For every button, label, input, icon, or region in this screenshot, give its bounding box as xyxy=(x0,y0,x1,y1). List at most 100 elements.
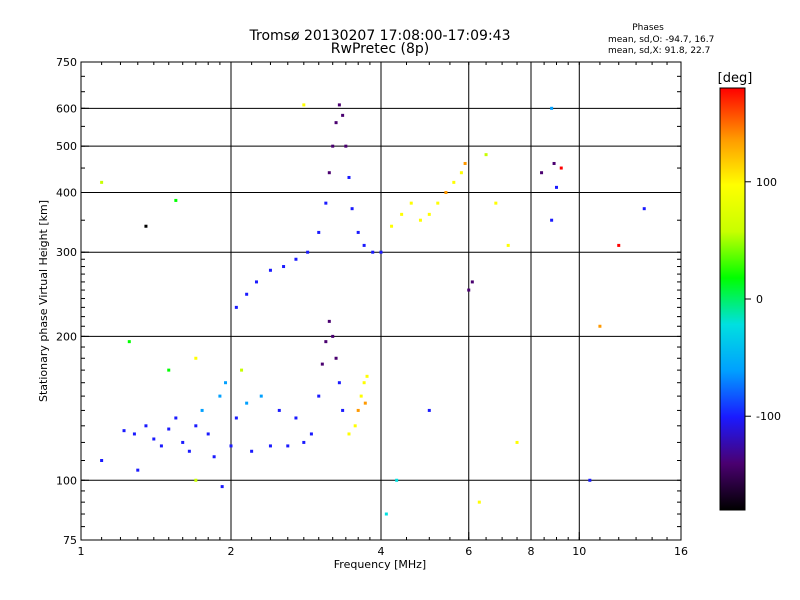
echo-point xyxy=(400,212,404,216)
stats-line-o: mean, sd,O: -94.7, 16.7 xyxy=(608,35,714,45)
echo-point xyxy=(194,424,198,428)
echo-point xyxy=(390,224,394,228)
echo-point xyxy=(409,201,413,205)
echo-point xyxy=(359,394,363,398)
echo-point xyxy=(540,171,544,175)
echo-point xyxy=(268,268,272,272)
x-tick-label: 8 xyxy=(528,545,535,558)
echo-point xyxy=(167,368,171,372)
echo-point xyxy=(234,305,238,309)
echo-point xyxy=(356,408,360,412)
echo-point xyxy=(436,201,440,205)
x-axis-label: Frequency [MHz] xyxy=(334,558,426,571)
echo-point xyxy=(470,280,474,284)
echo-point xyxy=(463,161,467,165)
echo-point xyxy=(341,408,345,412)
echo-point xyxy=(331,334,335,338)
echo-point xyxy=(588,478,592,482)
chart-subtitle: RwPretec (8p) xyxy=(331,41,429,57)
echo-point xyxy=(484,153,488,157)
echo-point xyxy=(194,478,198,482)
echo-point xyxy=(254,280,258,284)
echo-point xyxy=(379,250,383,254)
echo-point xyxy=(286,444,290,448)
echo-point xyxy=(515,440,519,444)
echo-point xyxy=(452,180,456,184)
echo-point xyxy=(174,416,178,420)
echo-point xyxy=(427,212,431,216)
echo-point xyxy=(127,340,131,344)
echo-point xyxy=(259,394,263,398)
echo-point xyxy=(324,201,328,205)
echo-point xyxy=(220,485,224,489)
echo-point xyxy=(494,201,498,205)
echo-point xyxy=(356,230,360,234)
echo-point xyxy=(250,449,254,453)
echo-point xyxy=(559,166,563,170)
y-tick-label: 500 xyxy=(56,140,77,153)
data-points xyxy=(100,103,646,516)
echo-point xyxy=(282,265,286,269)
echo-point xyxy=(277,408,281,412)
y-axis-label: Stationary phase Virtual Height [km] xyxy=(37,200,50,402)
echo-point xyxy=(642,207,646,211)
echo-point xyxy=(302,440,306,444)
x-tick-label: 1 xyxy=(78,545,85,558)
stats-heading: Phases xyxy=(632,23,664,33)
echo-point xyxy=(347,175,351,179)
y-tick-label: 100 xyxy=(56,474,77,487)
y-tick-label: 750 xyxy=(56,56,77,69)
echo-point xyxy=(317,394,321,398)
echo-point xyxy=(506,243,510,247)
echo-point xyxy=(334,121,338,125)
echo-point xyxy=(327,171,331,175)
colorbar-label: [deg] xyxy=(718,71,753,86)
echo-point xyxy=(598,324,602,328)
echo-point xyxy=(144,224,148,228)
x-tick-label: 16 xyxy=(674,545,688,558)
echo-point xyxy=(245,292,249,296)
echo-point xyxy=(327,319,331,323)
echo-point xyxy=(206,432,210,436)
echo-point xyxy=(337,381,341,385)
colorbar-tick-label: 100 xyxy=(756,176,777,189)
echo-point xyxy=(552,161,556,165)
echo-point xyxy=(240,368,244,372)
echo-point xyxy=(334,356,338,360)
echo-point xyxy=(353,424,357,428)
echo-point xyxy=(427,408,431,412)
y-tick-label: 300 xyxy=(56,246,77,259)
echo-point xyxy=(294,416,298,420)
echo-point xyxy=(200,408,204,412)
echo-point xyxy=(132,432,136,436)
echo-point xyxy=(467,288,471,292)
x-tick-label: 4 xyxy=(378,545,385,558)
echo-point xyxy=(302,103,306,107)
echo-point xyxy=(395,478,399,482)
x-tick-label: 2 xyxy=(228,545,235,558)
echo-point xyxy=(362,243,366,247)
echo-point xyxy=(294,257,298,261)
echo-point xyxy=(324,340,328,344)
colorbar-tick-label: 0 xyxy=(756,293,763,306)
echo-point xyxy=(234,416,238,420)
echo-point xyxy=(100,458,104,462)
echo-point xyxy=(341,113,345,117)
echo-point xyxy=(384,512,388,516)
echo-point xyxy=(152,437,156,441)
echo-point xyxy=(174,198,178,202)
echo-point xyxy=(344,144,348,148)
y-tick-label: 600 xyxy=(56,102,77,115)
axis-ticks: 1 2 4 6 8 10 16 75 100 200 300 400 500 600 750 xyxy=(56,56,688,558)
echo-point xyxy=(159,444,163,448)
echo-point xyxy=(331,144,335,148)
echo-point xyxy=(444,190,448,194)
echo-point xyxy=(218,394,222,398)
echo-point xyxy=(365,374,369,378)
echo-point xyxy=(317,230,321,234)
echo-point xyxy=(212,455,216,459)
x-tick-label: 6 xyxy=(465,545,472,558)
y-tick-label: 200 xyxy=(56,330,77,343)
chart-title: Tromsø 20130207 17:08:00-17:09:43 xyxy=(249,28,511,44)
